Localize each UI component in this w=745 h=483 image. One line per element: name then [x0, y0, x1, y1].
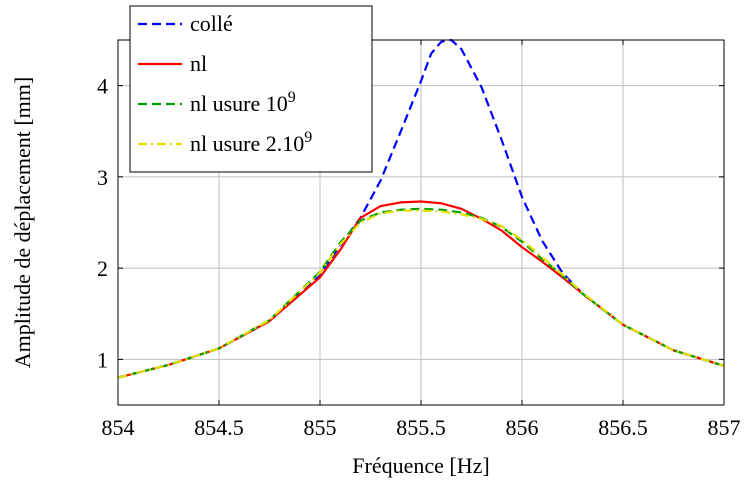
x-tick-label: 855.5 [396, 415, 446, 440]
x-tick-label: 856 [506, 415, 539, 440]
x-axis: 854 854.5 855 855.5 856 856.5 857 [102, 40, 741, 440]
x-tick-label: 855 [304, 415, 337, 440]
legend-label: nl usure 2.109 [190, 129, 312, 156]
legend-label-text: nl usure 2.10 [190, 131, 304, 156]
y-tick-label: 4 [97, 74, 108, 99]
x-axis-label: Fréquence [Hz] [352, 453, 489, 478]
legend-label-text: collé [190, 11, 233, 36]
legend-label-superscript: 9 [304, 129, 312, 146]
legend-label-superscript: 9 [288, 89, 296, 106]
series-layer [117, 38, 725, 379]
x-tick-label: 854 [102, 415, 135, 440]
y-tick-label: 2 [97, 256, 108, 281]
x-tick-label: 854.5 [194, 415, 244, 440]
legend-label-text: nl usure 10 [190, 91, 288, 116]
series-line-0 [117, 38, 725, 379]
y-axis-label: Amplitude de déplacement [mm] [10, 77, 35, 368]
y-tick-label: 3 [97, 165, 108, 190]
y-axis: 1 2 3 4 [97, 74, 724, 372]
y-tick-label: 1 [97, 347, 108, 372]
legend-label: nl usure 109 [190, 89, 296, 116]
x-tick-label: 857 [708, 415, 741, 440]
x-tick-label: 856.5 [598, 415, 648, 440]
legend-label: nl [190, 51, 207, 76]
legend-label-text: nl [190, 51, 207, 76]
series-line-3 [117, 209, 725, 379]
legend-label: collé [190, 11, 233, 36]
